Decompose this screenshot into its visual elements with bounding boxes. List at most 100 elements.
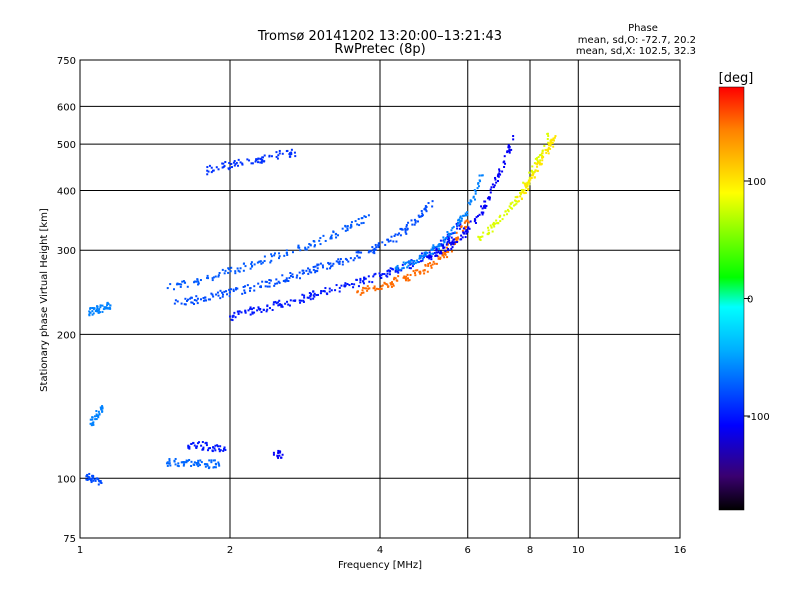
y-axis-label: Stationary phase Virtual Height [km] [39,208,50,392]
data-point [422,257,425,260]
data-point [456,224,459,227]
data-point [222,162,225,165]
data-point [232,288,235,291]
data-point [94,479,97,482]
data-point [489,224,492,227]
data-point [406,227,409,230]
data-point [432,248,435,251]
data-point [101,406,104,409]
data-point [257,306,260,309]
data-point [374,248,377,251]
data-point [394,267,397,270]
data-point [460,234,463,237]
data-point [230,288,233,291]
data-point [433,246,436,249]
data-point [249,306,252,309]
data-point [97,414,100,417]
data-point [284,302,287,305]
data-point [97,311,100,314]
data-point [439,256,442,259]
data-point [324,287,327,290]
data-point [223,448,226,451]
data-point [417,220,420,223]
data-point [193,299,196,302]
data-point [181,461,184,464]
data-point [289,152,292,155]
data-point [253,263,256,266]
data-point [409,259,412,262]
data-point [433,251,436,254]
data-point [515,202,518,205]
data-point [200,461,203,464]
data-point [459,223,462,226]
data-point [493,184,496,187]
data-point [328,263,331,266]
data-point [88,310,91,313]
data-point [446,240,449,243]
data-point [394,233,397,236]
colorbar-ticks: 100 0 -100 [744,177,770,423]
data-point [389,267,392,270]
data-point [101,410,104,413]
data-point [312,268,315,271]
data-point [393,234,396,237]
data-point [441,244,444,247]
data-point [439,250,442,253]
data-point [423,251,426,254]
data-point [476,215,479,218]
data-point [237,164,240,167]
data-point [444,249,447,252]
data-point [337,261,340,264]
colorbar-label: [deg] [719,71,754,86]
data-point [229,270,232,273]
data-point [396,279,399,282]
data-point [95,410,98,413]
data-point [250,262,253,265]
data-point [437,257,440,260]
data-point [456,241,459,244]
data-point [488,196,491,199]
data-point [424,208,427,211]
data-point [359,281,362,284]
data-point [204,465,207,468]
data-point [92,312,95,315]
data-point [432,244,435,247]
data-point [291,273,294,276]
data-point [492,223,495,226]
data-point [234,272,237,275]
data-point [536,165,539,168]
data-point [422,269,425,272]
data-point [367,275,370,278]
data-point [404,231,407,234]
data-point [484,204,487,207]
data-point [90,481,93,484]
data-point [195,462,198,465]
data-point [477,185,480,188]
data-point [523,192,526,195]
data-point [393,276,396,279]
data-point [489,191,492,194]
data-point [212,459,215,462]
data-point [166,464,169,467]
data-point [335,232,338,235]
data-point [314,269,317,272]
data-point [537,156,540,159]
data-point [252,307,255,310]
data-point [193,461,196,464]
data-point [241,292,244,295]
data-point [508,145,511,148]
data-point [475,216,478,219]
data-point [277,280,280,283]
x-tick-label: 8 [527,545,533,556]
data-point [276,301,279,304]
data-point [266,308,269,311]
data-point [373,273,376,276]
data-point [166,287,169,290]
data-point [206,464,209,467]
data-point [498,168,501,171]
data-point [356,223,359,226]
data-point [173,302,176,305]
data-point [469,203,472,206]
data-point [223,290,226,293]
data-point [478,174,481,177]
